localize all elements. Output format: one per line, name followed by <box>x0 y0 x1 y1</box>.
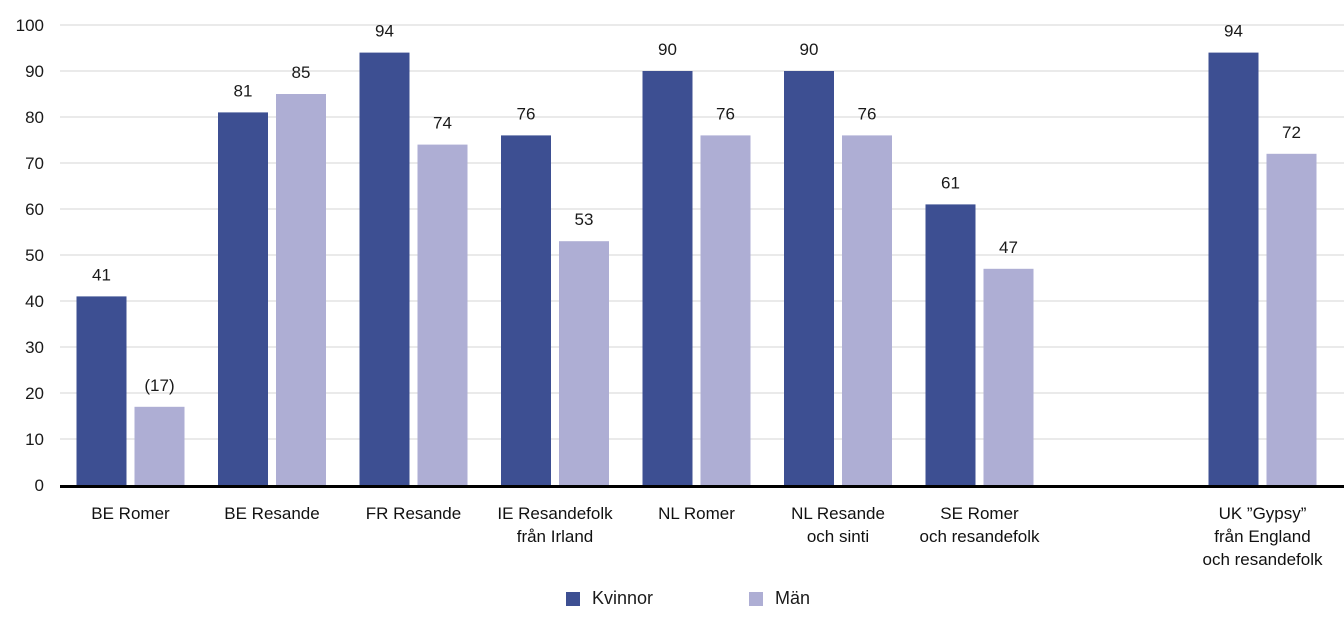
bar-man <box>134 406 185 485</box>
x-axis-ticks: BE Romer BE Resande FR Resande IE Resandefo… <box>91 504 1323 569</box>
bar-kvinnor <box>359 52 410 485</box>
data-label: 61 <box>941 173 960 192</box>
x-tick-label: SE Romer <box>940 504 1019 523</box>
x-tick-label: och sinti <box>807 527 869 546</box>
y-tick-label: 60 <box>25 200 44 219</box>
y-tick-label: 20 <box>25 384 44 403</box>
bar-man <box>417 144 468 485</box>
bar-kvinnor <box>218 112 268 486</box>
data-label: 76 <box>517 104 536 123</box>
bar-man <box>559 241 609 485</box>
y-tick-label: 70 <box>25 154 44 173</box>
x-tick-label: BE Romer <box>91 504 170 523</box>
legend-label-kvinnor: Kvinnor <box>592 588 654 608</box>
bar-man <box>983 268 1034 485</box>
y-tick-label: 10 <box>25 430 44 449</box>
legend-swatch-kvinnor <box>566 591 580 606</box>
data-label: (17) <box>144 376 174 395</box>
legend: Kvinnor Män <box>0 588 1344 616</box>
x-tick-label: från Irland <box>517 527 594 546</box>
x-tick-label: IE Resandefolk <box>497 504 613 523</box>
y-tick-label: 80 <box>25 108 44 127</box>
x-tick-label: NL Romer <box>658 504 735 523</box>
data-labels: 41 (17) 81 85 94 74 76 53 90 76 90 76 61 47 94 72 <box>92 22 1301 395</box>
data-label: 85 <box>292 63 311 82</box>
bar-chart: 0 10 20 30 40 50 60 70 80 90 100 41 (17) 81 85 94 74 76 5… <box>16 16 1344 569</box>
bars <box>76 52 1317 486</box>
x-tick-label: och resandefolk <box>919 527 1040 546</box>
bar-kvinnor <box>784 71 834 485</box>
data-label: 76 <box>858 104 877 123</box>
bar-man <box>276 94 326 485</box>
bar-kvinnor <box>76 296 127 485</box>
x-tick-label: BE Resande <box>224 504 319 523</box>
y-tick-label: 0 <box>35 476 44 495</box>
data-label: 94 <box>375 22 394 41</box>
legend-swatch-man <box>749 591 763 606</box>
data-label: 72 <box>1282 123 1301 142</box>
data-label: 47 <box>999 238 1018 257</box>
data-label: 90 <box>658 40 677 59</box>
y-tick-label: 50 <box>25 246 44 265</box>
bar-kvinnor <box>642 71 693 485</box>
bar-kvinnor <box>501 135 551 485</box>
y-axis-ticks: 0 10 20 30 40 50 60 70 80 90 100 <box>16 16 44 495</box>
y-tick-label: 40 <box>25 292 44 311</box>
x-tick-label: NL Resande <box>791 504 885 523</box>
bar-man <box>842 135 892 485</box>
x-tick-label: från England <box>1214 527 1310 546</box>
legend-item-man: Män <box>749 588 810 609</box>
y-tick-label: 100 <box>16 16 44 35</box>
legend-item-kvinnor: Kvinnor <box>566 588 653 609</box>
x-tick-label: och resandefolk <box>1202 550 1323 569</box>
bar-man <box>700 135 751 485</box>
legend-label-man: Män <box>775 588 811 608</box>
bar-kvinnor <box>925 204 976 485</box>
y-tick-label: 30 <box>25 338 44 357</box>
data-label: 90 <box>800 40 819 59</box>
x-tick-label: FR Resande <box>366 504 461 523</box>
data-label: 74 <box>433 114 452 133</box>
bar-kvinnor <box>1208 52 1259 485</box>
x-tick-label: UK ”Gypsy” <box>1219 504 1307 523</box>
y-tick-label: 90 <box>25 62 44 81</box>
data-label: 81 <box>234 81 253 100</box>
data-label: 76 <box>716 104 735 123</box>
bar-man <box>1266 153 1317 486</box>
data-label: 94 <box>1224 22 1243 41</box>
data-label: 41 <box>92 265 111 284</box>
data-label: 53 <box>575 210 594 229</box>
